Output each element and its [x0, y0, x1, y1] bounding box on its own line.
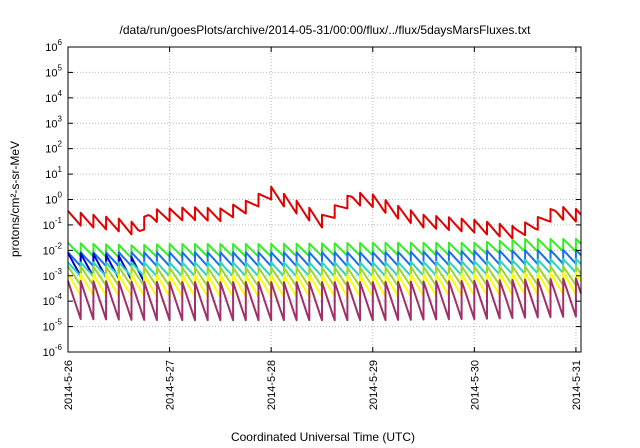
x-tick-label: 2014-5-30 [469, 360, 481, 410]
x-tick-label: 2014-5-28 [266, 360, 278, 410]
y-tick-label: 10-6 [43, 343, 63, 359]
y-tick-label: 101 [45, 165, 62, 181]
y-axis-label: protons/cm²-s-sr-MeV [8, 141, 22, 257]
x-ticks: 2014-5-26 2014-5-27 2014-5-28 2014-5-29 2014… [63, 47, 583, 410]
y-tick-label: 10-2 [43, 241, 63, 257]
y-tick-label: 10-5 [43, 318, 63, 334]
series-line-8 [67, 277, 582, 322]
x-tick-label: 2014-5-26 [63, 360, 75, 410]
x-tick-label: 2014-5-29 [368, 360, 380, 410]
y-tick-label: 100 [45, 191, 62, 207]
y-tick-label: 10-4 [43, 292, 63, 308]
x-axis-label: Coordinated Universal Time (UTC) [231, 430, 415, 444]
chart-title: /data/run/goesPlots/archive/2014-05-31/0… [120, 23, 532, 37]
y-tick-label: 102 [45, 140, 62, 156]
series-line-1 [67, 185, 582, 240]
y-tick-label: 10-3 [43, 267, 63, 283]
y-tick-label: 106 [45, 38, 62, 54]
y-tick-label: 105 [45, 63, 62, 79]
y-ticks: 10-6 10-5 10-4 10-3 10-2 10-1 100 101 102 103 104 1… [43, 38, 581, 359]
y-tick-label: 103 [45, 114, 62, 130]
series-group [67, 185, 582, 322]
x-tick-label: 2014-5-31 [571, 360, 583, 410]
y-tick-label: 10-1 [43, 216, 63, 232]
y-tick-label: 104 [45, 89, 62, 105]
x-tick-label: 2014-5-27 [165, 360, 177, 410]
